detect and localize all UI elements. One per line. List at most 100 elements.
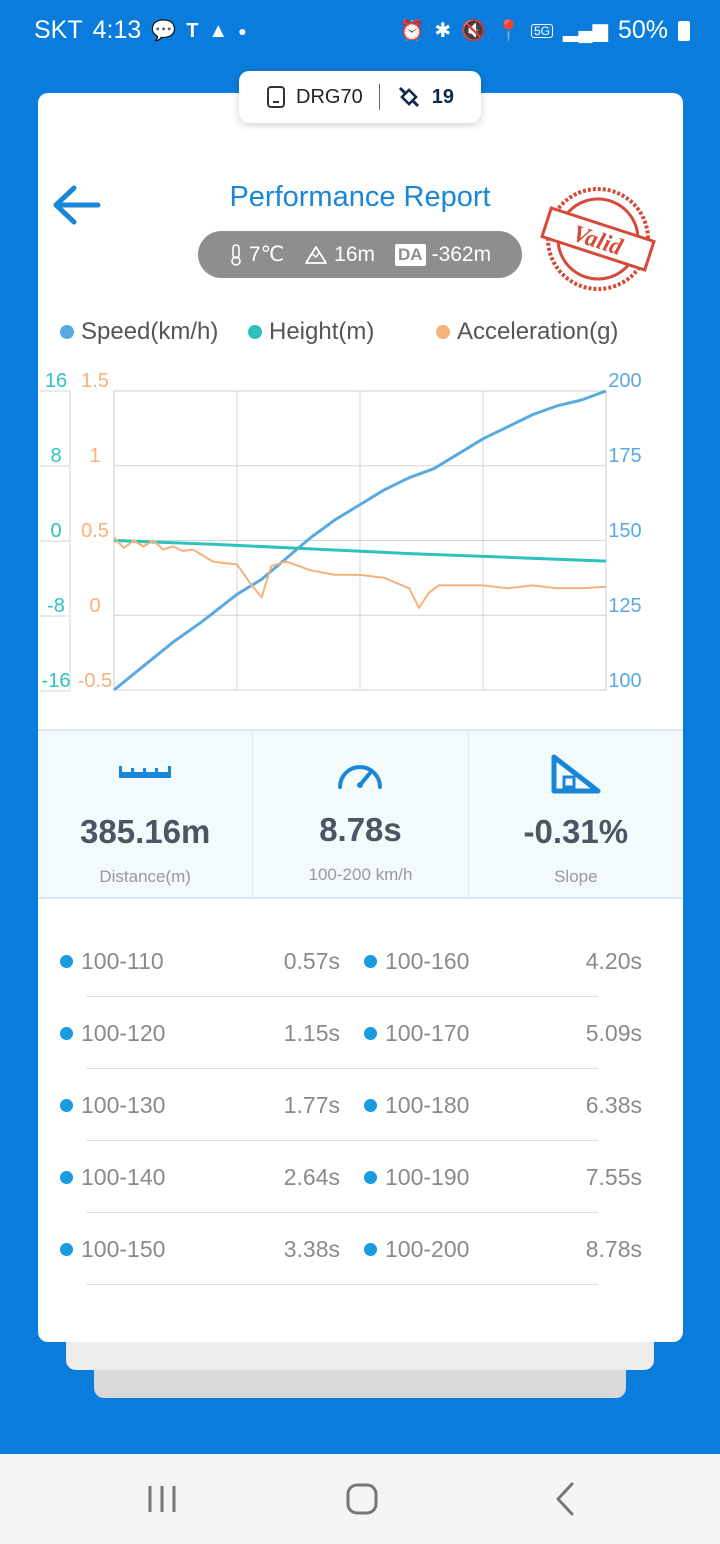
split-left-range: 100-150 bbox=[60, 1236, 165, 1263]
kakaotalk-icon: 💬 bbox=[151, 19, 177, 42]
device-info-pill[interactable]: DRG70 19 bbox=[239, 71, 481, 123]
ruler-icon bbox=[119, 766, 172, 778]
bullet-dot bbox=[60, 1171, 73, 1184]
time-label: 100-200 km/h bbox=[308, 865, 413, 884]
home-icon[interactable] bbox=[332, 1476, 392, 1522]
acceleration-axis-tick-label: -0.5 bbox=[78, 670, 112, 692]
speed-axis-tick-label: 150 bbox=[608, 520, 641, 542]
row-divider bbox=[86, 1212, 598, 1213]
split-range-label: 100-180 bbox=[385, 1092, 470, 1118]
legend-speed-dot bbox=[60, 325, 74, 339]
stat-slope: -0.31% Slope bbox=[469, 731, 683, 897]
navigation-app-icon: ▲ bbox=[208, 19, 229, 42]
alarm-icon: ⏰ bbox=[399, 19, 425, 42]
valid-stamp-icon: Valid bbox=[540, 187, 656, 291]
split-right-range: 100-180 bbox=[364, 1092, 469, 1119]
split-row: 100-120 1.15s 100-170 5.09s bbox=[60, 1002, 660, 1074]
more-notifications-icon: ● bbox=[238, 22, 247, 39]
bullet-dot bbox=[60, 1243, 73, 1256]
legend-height-dot bbox=[248, 325, 262, 339]
bullet-dot bbox=[364, 1171, 377, 1184]
carrier-label: SKT bbox=[34, 16, 83, 44]
recent-apps-icon[interactable] bbox=[132, 1476, 192, 1522]
legend-acceleration[interactable]: Acceleration(g) bbox=[436, 318, 618, 346]
split-left-time: 3.38s bbox=[283, 1236, 340, 1262]
divider bbox=[378, 84, 380, 110]
battery-percent: 50% bbox=[617, 16, 668, 44]
row-divider bbox=[86, 996, 598, 997]
acceleration-axis-tick-label: 1 bbox=[89, 445, 100, 467]
t-app-icon: T bbox=[186, 19, 199, 42]
speedometer-icon bbox=[338, 765, 383, 789]
back-nav-icon[interactable] bbox=[536, 1476, 596, 1522]
device-name: DRG70 bbox=[296, 85, 363, 108]
height-axis-tick-label: -16 bbox=[42, 670, 71, 692]
bullet-dot bbox=[364, 1099, 377, 1112]
split-right-range: 100-160 bbox=[364, 948, 469, 975]
row-divider bbox=[86, 1140, 598, 1141]
split-left-range: 100-110 bbox=[60, 948, 164, 975]
legend-speed[interactable]: Speed(km/h) bbox=[60, 318, 218, 346]
device-icon bbox=[267, 86, 286, 108]
speed-axis-tick-label: 200 bbox=[608, 370, 641, 392]
satellite-icon bbox=[398, 86, 419, 108]
height-axis-tick-label: 16 bbox=[45, 370, 67, 392]
split-range-label: 100-200 bbox=[385, 1236, 470, 1262]
acceleration-axis-tick-label: 0.5 bbox=[81, 520, 109, 542]
height-series-line bbox=[113, 539, 607, 563]
legend-speed-label: Speed(km/h) bbox=[81, 318, 219, 345]
split-right-time: 4.20s bbox=[585, 948, 642, 974]
network-5g-icon: 5G bbox=[531, 23, 554, 38]
slope-label: Slope bbox=[554, 867, 598, 886]
stat-distance: 385.16m Distance(m) bbox=[38, 731, 254, 897]
split-right-range: 100-190 bbox=[364, 1164, 469, 1191]
thermometer-icon bbox=[231, 243, 241, 266]
temperature-value: 7℃ bbox=[248, 243, 285, 266]
split-left-time: 0.57s bbox=[283, 948, 340, 974]
speed-axis-tick-label: 125 bbox=[608, 595, 641, 617]
split-right-time: 7.55s bbox=[585, 1164, 642, 1190]
mountain-icon bbox=[305, 245, 328, 264]
legend-height[interactable]: Height(m) bbox=[248, 318, 374, 346]
split-left-time: 1.77s bbox=[283, 1092, 340, 1118]
split-row: 100-110 0.57s 100-160 4.20s bbox=[60, 930, 660, 1002]
bullet-dot bbox=[60, 1099, 73, 1112]
split-left-range: 100-120 bbox=[60, 1020, 165, 1047]
acceleration-axis-tick-label: 1.5 bbox=[81, 370, 109, 392]
da-badge: DA bbox=[395, 243, 426, 266]
split-row: 100-130 1.77s 100-180 6.38s bbox=[60, 1074, 660, 1146]
legend-acceleration-label: Acceleration(g) bbox=[457, 318, 619, 345]
row-divider bbox=[86, 1284, 598, 1285]
clock: 4:13 bbox=[92, 16, 142, 44]
height-axis-tick-label: 0 bbox=[50, 520, 61, 542]
chart-legend: Speed(km/h) Height(m) Acceleration(g) bbox=[60, 318, 660, 352]
density-altitude-value: -362m bbox=[431, 242, 492, 266]
split-range-label: 100-110 bbox=[81, 948, 164, 974]
back-arrow-icon[interactable] bbox=[50, 182, 102, 228]
speed-axis-tick-label: 100 bbox=[608, 670, 641, 692]
split-range-label: 100-190 bbox=[385, 1164, 470, 1190]
split-row: 100-150 3.38s 100-200 8.78s bbox=[60, 1218, 660, 1290]
split-right-time: 6.38s bbox=[585, 1092, 642, 1118]
split-left-range: 100-130 bbox=[60, 1092, 165, 1119]
altitude-value: 16m bbox=[334, 242, 376, 266]
split-row: 100-140 2.64s 100-190 7.55s bbox=[60, 1146, 660, 1218]
acceleration-axis-tick-label: 0 bbox=[89, 595, 100, 617]
speed-axis-tick-label: 175 bbox=[608, 445, 641, 467]
slope-value: -0.31% bbox=[523, 813, 629, 850]
bullet-dot bbox=[364, 955, 377, 968]
split-right-time: 5.09s bbox=[585, 1020, 642, 1046]
bluetooth-icon: ✱ bbox=[434, 19, 452, 42]
stat-time: 8.78s 100-200 km/h bbox=[253, 731, 469, 897]
split-right-range: 100-170 bbox=[364, 1020, 469, 1047]
satellite-count: 19 bbox=[431, 85, 454, 108]
split-range-label: 100-140 bbox=[81, 1164, 166, 1190]
split-left-range: 100-140 bbox=[60, 1164, 165, 1191]
acceleration-series-line bbox=[113, 536, 607, 609]
card-stack-middle bbox=[66, 1338, 654, 1370]
legend-acceleration-dot bbox=[436, 325, 450, 339]
split-range-label: 100-150 bbox=[81, 1236, 166, 1262]
mute-icon: 🔇 bbox=[461, 19, 487, 42]
system-nav-bar bbox=[0, 1454, 720, 1544]
split-left-time: 2.64s bbox=[283, 1164, 340, 1190]
